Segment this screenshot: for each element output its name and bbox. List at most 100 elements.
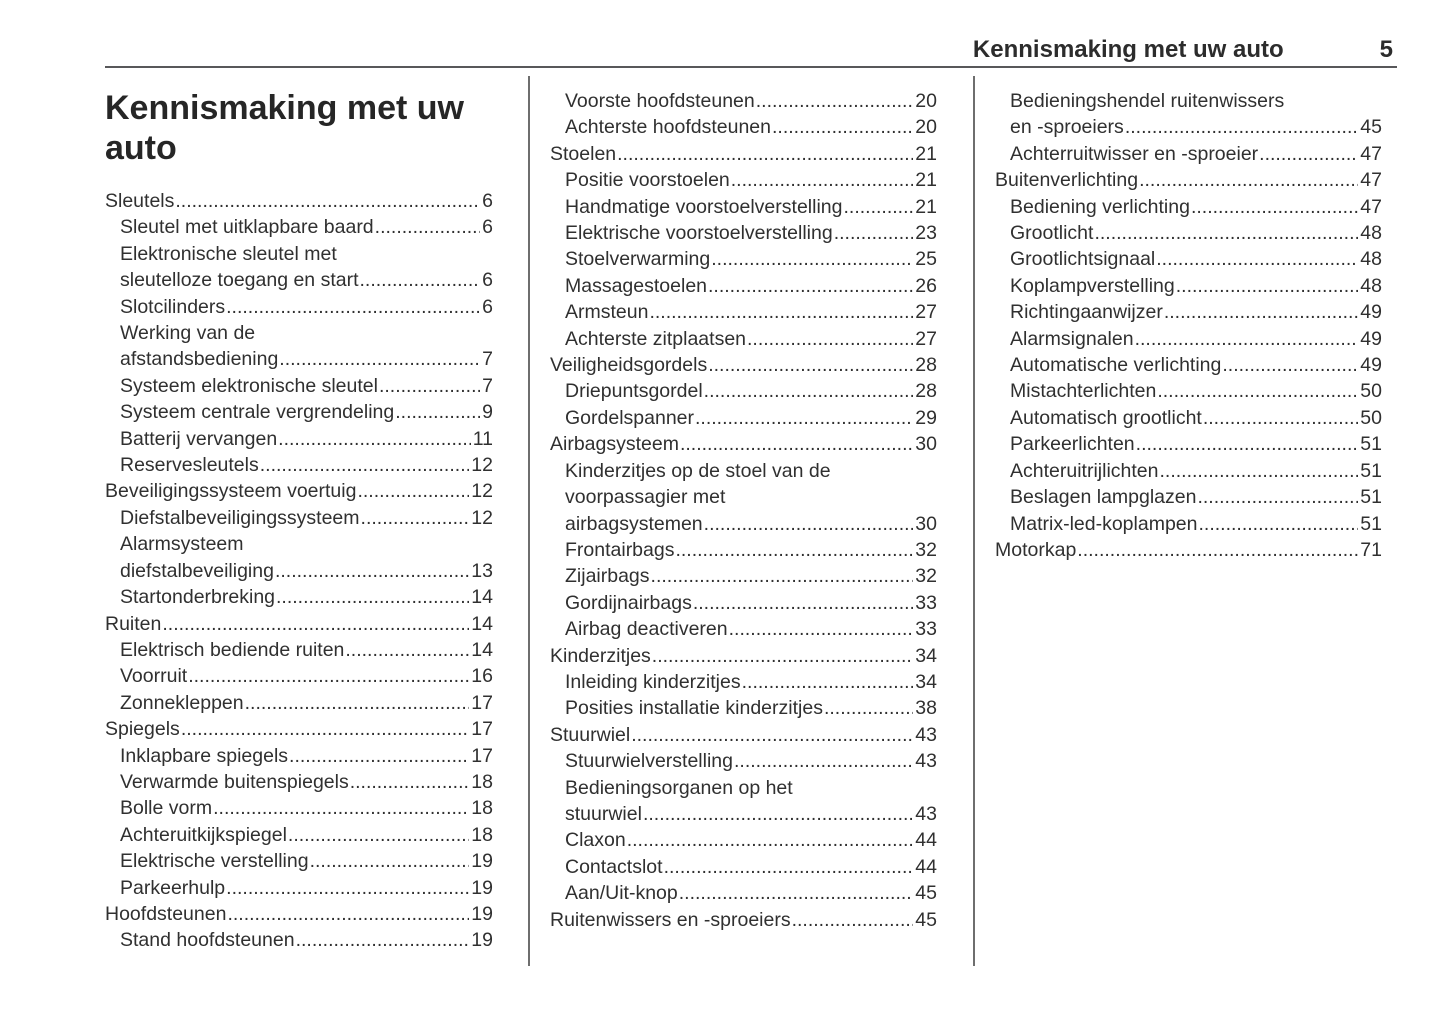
toc-entry-page: 44 <box>915 855 937 878</box>
toc-dot-leader: ........................................… <box>708 274 913 297</box>
toc-entry: Spiegels................................… <box>105 716 493 742</box>
toc-entry-page: 50 <box>1360 380 1382 403</box>
toc-entry-label: diefstalbeveiliging <box>120 559 274 582</box>
toc-entry-label: Richtingaanwijzer <box>1010 301 1163 324</box>
toc-entry-page: 19 <box>471 876 493 899</box>
toc-entry-page: 19 <box>471 850 493 873</box>
toc-dot-leader: ........................................… <box>741 670 914 693</box>
toc-entry-continued: Bedieningshendel ruitenwissers <box>995 88 1382 114</box>
toc-entry: Stuurwielverstelling....................… <box>550 748 937 774</box>
toc-entry-label: Achteruitrijlichten <box>1010 459 1159 482</box>
toc-entry: Positie voorstoelen.....................… <box>550 167 937 193</box>
toc-entry-label: Systeem centrale vergrendeling <box>120 401 395 424</box>
toc-entry-page: 9 <box>482 401 493 424</box>
toc-entry: Diefstalbeveiligingssysteem.............… <box>105 505 493 531</box>
toc-entry-label: Voorste hoofdsteunen <box>565 90 755 112</box>
toc-entry: Zonnekleppen............................… <box>105 690 493 716</box>
toc-dot-leader: ........................................… <box>1159 459 1359 482</box>
toc-entry-page: 30 <box>915 512 937 535</box>
toc-entry: Achterruitwisser en -sproeier...........… <box>995 141 1382 167</box>
toc-entry: Gordijnairbags..........................… <box>550 590 937 616</box>
toc-entry: Claxon..................................… <box>550 827 937 853</box>
toc-entry-label: Bediening verlichting <box>1010 195 1190 218</box>
toc-entry-page: 14 <box>471 612 493 635</box>
toc-dot-leader: ........................................… <box>730 169 914 192</box>
toc-entry-page: 13 <box>471 559 493 582</box>
toc-entry-page: 29 <box>915 406 937 429</box>
toc-entry-label: Aan/Uit-knop <box>565 882 678 905</box>
toc-entry: Handmatige voorstoelverstelling.........… <box>550 194 937 220</box>
toc-entry-continued: Alarmsysteem <box>105 531 493 557</box>
toc-entry-page: 19 <box>471 902 493 925</box>
toc-entry-page: 47 <box>1360 195 1382 218</box>
toc-dot-leader: ........................................… <box>309 850 470 873</box>
toc-entry-page: 45 <box>915 908 937 931</box>
toc-dot-leader: ........................................… <box>180 718 469 741</box>
toc-entry: Zijairbags..............................… <box>550 563 937 589</box>
toc-dot-leader: ........................................… <box>1190 195 1358 218</box>
toc-entry-label: Voorruit <box>120 665 188 688</box>
toc-entry: Ruitenwissers en -sproeiers.............… <box>550 907 937 933</box>
toc-entry-page: 17 <box>471 718 493 741</box>
toc-entry: Sleutel met uitklapbare baard...........… <box>105 214 493 240</box>
toc-entry-label: Inklapbare spiegels <box>120 744 289 767</box>
toc-entry-label: Hoofdsteunen <box>105 902 227 925</box>
toc-entry: Elektrische voorstoelverstelling........… <box>550 220 937 246</box>
toc-entry-page: 51 <box>1360 512 1382 535</box>
toc-dot-leader: ........................................… <box>188 665 470 688</box>
toc-entry-label: Armsteun <box>565 301 649 324</box>
toc-entry-page: 6 <box>482 190 493 212</box>
toc-entry: Airbag deactiveren......................… <box>550 616 937 642</box>
toc-entry-label: Gordelspanner <box>565 406 694 429</box>
toc-entry-continued: Bedieningsorganen op het <box>550 775 937 801</box>
toc-list-1: Sleutels................................… <box>105 188 493 954</box>
toc-entry-label: Elektrisch bediende ruiten <box>120 638 345 661</box>
toc-entry-label: Startonderbreking <box>120 586 276 609</box>
toc-entry: Voorste hoofdsteunen....................… <box>550 88 937 114</box>
toc-dot-leader: ........................................… <box>287 823 469 846</box>
toc-dot-leader: ........................................… <box>833 222 914 245</box>
toc-dot-leader: ........................................… <box>378 374 480 397</box>
toc-entry-label: Achterste zitplaatsen <box>565 327 747 350</box>
toc-entry-page: 51 <box>1360 459 1382 482</box>
page-header: Kennismaking met uw auto 5 <box>105 36 1397 64</box>
toc-entry-page: 12 <box>471 506 493 529</box>
toc-entry: Motorkap................................… <box>995 537 1382 563</box>
toc-entry-page: 27 <box>915 301 937 324</box>
toc-entry-label: Stuurwiel <box>550 723 631 746</box>
toc-entry-label: Sleutel met uitklapbare baard <box>120 216 374 239</box>
toc-dot-leader: ........................................… <box>642 802 914 825</box>
toc-entry-label: Automatische verlichting <box>1010 354 1222 377</box>
toc-entry-label: Claxon <box>565 829 626 852</box>
toc-entry: Bediening verlichting...................… <box>995 194 1382 220</box>
toc-entry-page: 43 <box>915 802 937 825</box>
toc-entry-label: Alarmsysteem <box>120 533 244 556</box>
toc-entry-page: 32 <box>915 538 937 561</box>
toc-entry-page: 17 <box>471 691 493 714</box>
toc-entry-label: Stuurwielverstelling <box>565 750 733 773</box>
toc-entry: Airbagsysteem...........................… <box>550 431 937 457</box>
toc-entry: sleutelloze toegang en start............… <box>105 267 493 293</box>
toc-entry-page: 49 <box>1360 327 1382 350</box>
toc-entry: Parkeerhulp.............................… <box>105 875 493 901</box>
toc-entry: Grootlichtsignaal.......................… <box>995 246 1382 272</box>
toc-list-3: Bedieningshendel ruitenwissers en -sproei… <box>995 88 1382 563</box>
toc-entry: Systeem centrale vergrendeling..........… <box>105 399 493 425</box>
toc-entry: Beslagen lampglazen.....................… <box>995 484 1382 510</box>
toc-entry: Matrix-led-koplampen....................… <box>995 511 1382 537</box>
toc-entry-page: 20 <box>915 90 937 112</box>
toc-entry-label: en -sproeiers <box>1010 116 1124 139</box>
toc-entry: Slotcilinders...........................… <box>105 294 493 320</box>
toc-entry-page: 17 <box>471 744 493 767</box>
toc-entry-page: 32 <box>915 565 937 588</box>
toc-entry: Koplampverstelling......................… <box>995 273 1382 299</box>
toc-entry: Achterste hoofdsteunen..................… <box>550 114 937 140</box>
toc-entry-page: 43 <box>915 750 937 773</box>
toc-entry-continued: voorpassagier met <box>550 484 937 510</box>
toc-entry: Kinderzitjes............................… <box>550 643 937 669</box>
toc-dot-leader: ........................................… <box>626 829 914 852</box>
toc-entry-continued: Werking van de <box>105 320 493 346</box>
toc-entry-page: 20 <box>915 116 937 139</box>
toc-dot-leader: ........................................… <box>651 644 914 667</box>
toc-dot-leader: ........................................… <box>1139 169 1358 192</box>
